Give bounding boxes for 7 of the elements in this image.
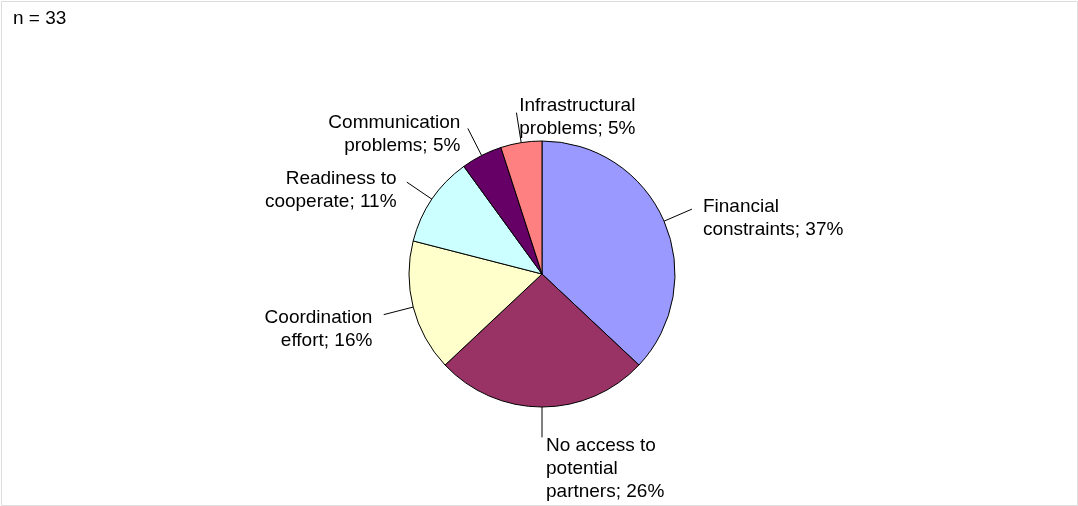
slice-label: Readiness to cooperate; 11% [264, 166, 397, 211]
slice-label: Financial constraints; 37% [702, 195, 844, 240]
text: n = 33 [13, 7, 67, 28]
slice-label: Communication problems; 5% [328, 110, 461, 155]
slice-label: No access to potential partners; 26% [546, 434, 665, 501]
slice-label: Coordination effort; 16% [264, 305, 373, 350]
slice-label: Infrastructural problems; 5% [519, 94, 636, 139]
